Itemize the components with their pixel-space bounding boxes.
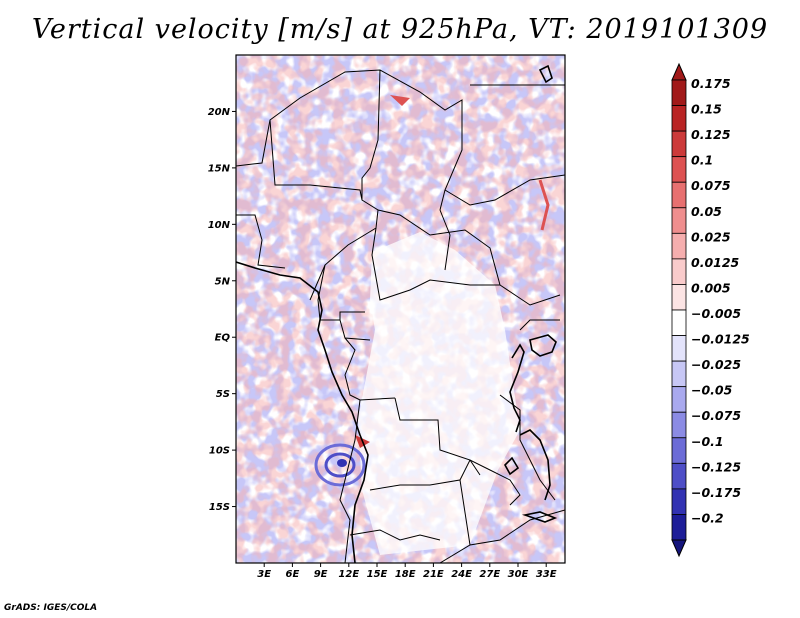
lat-tick-label: 5N — [215, 276, 231, 287]
lon-tick-label: 33E — [536, 569, 557, 580]
colorbar-swatch — [671, 105, 687, 132]
colorbar-label: −0.05 — [691, 383, 733, 398]
colorbar-swatch — [671, 207, 687, 234]
lat-tick-label: 15N — [208, 163, 231, 174]
map-title: Vertical velocity [m/s] at 925hPa, VT: 2… — [31, 14, 769, 45]
colorbar-label: 0.1 — [691, 153, 713, 168]
country-borders — [236, 69, 565, 563]
colorbar-label: 0.005 — [691, 280, 731, 295]
updraft-spot — [538, 179, 550, 231]
colorbar-swatch — [671, 156, 687, 183]
colorbar-swatch — [671, 437, 687, 464]
colorbar-swatch — [671, 488, 687, 515]
lon-tick-label: 12E — [338, 569, 359, 580]
lon-tick-label: 15E — [367, 569, 388, 580]
latitude-axis: 20N 15N 10N 5N EQ 5S 10S 15S — [208, 107, 236, 513]
lat-tick-label: EQ — [215, 333, 231, 344]
vertical-velocity-field — [236, 55, 565, 563]
colorbar-top-cap — [671, 62, 687, 81]
map-border — [235, 54, 566, 564]
colorbar-label: −0.2 — [691, 510, 724, 525]
colorbar-swatch — [671, 309, 687, 336]
lon-tick-label: 24E — [451, 569, 472, 580]
coastlines — [236, 64, 558, 563]
grads-credit: GrADS: IGES/COLA — [4, 603, 98, 613]
colorbar-swatch — [671, 462, 687, 490]
colorbar-swatch — [671, 514, 687, 541]
colorbar-label: −0.075 — [691, 408, 741, 423]
colorbar-swatch — [671, 232, 687, 260]
colorbar-swatch — [671, 130, 687, 158]
lon-tick-label: 18E — [395, 569, 416, 580]
lon-tick-label: 21E — [423, 569, 444, 580]
colorbar-label: 0.05 — [691, 204, 722, 219]
updraft-spot — [390, 95, 410, 106]
lon-tick-label: 27E — [479, 569, 500, 580]
colorbar-swatch — [671, 360, 687, 388]
colorbar-label: −0.125 — [691, 459, 741, 474]
colorbar-label: 0.175 — [691, 76, 731, 91]
colorbar-label: −0.025 — [691, 357, 741, 372]
colorbar-swatch — [671, 258, 687, 285]
lat-tick-label: 15S — [209, 502, 230, 513]
colorbar-label: −0.005 — [691, 306, 741, 321]
colorbar-label: 0.075 — [691, 178, 731, 193]
lat-tick-label: 10N — [208, 220, 231, 231]
lat-tick-label: 5S — [216, 389, 230, 400]
colorbar-label: −0.1 — [691, 434, 724, 449]
colorbar-label: 0.15 — [691, 102, 722, 117]
colorbar-swatch — [671, 386, 687, 413]
lat-tick-label: 20N — [208, 107, 231, 118]
lon-tick-label: 3E — [257, 569, 271, 580]
colorbar-label: 0.0125 — [691, 255, 740, 270]
colorbar-bottom-cap — [671, 539, 687, 558]
colorbar-swatch — [671, 284, 687, 311]
colorbar-swatch — [671, 335, 687, 362]
lat-tick-label: 10S — [209, 446, 230, 457]
colorbar-label: −0.175 — [691, 485, 741, 500]
colorbar-swatch — [671, 411, 687, 439]
colorbar: 0.175 0.15 0.125 0.1 0.075 0.05 0.025 0.0125 0.0… — [671, 62, 750, 558]
colorbar-swatch — [671, 181, 687, 209]
colorbar-label: 0.125 — [691, 127, 731, 142]
lon-tick-label: 6E — [286, 569, 300, 580]
longitude-axis: 3E 6E 9E 12E 15E 18E 21E 24E 27E 30E 33E — [257, 563, 557, 580]
offshore-vortex — [314, 443, 366, 487]
lon-tick-label: 30E — [508, 569, 529, 580]
colorbar-label: 0.025 — [691, 229, 731, 244]
colorbar-swatch — [671, 79, 687, 106]
lon-tick-label: 9E — [314, 569, 328, 580]
colorbar-label: −0.0125 — [691, 332, 750, 347]
